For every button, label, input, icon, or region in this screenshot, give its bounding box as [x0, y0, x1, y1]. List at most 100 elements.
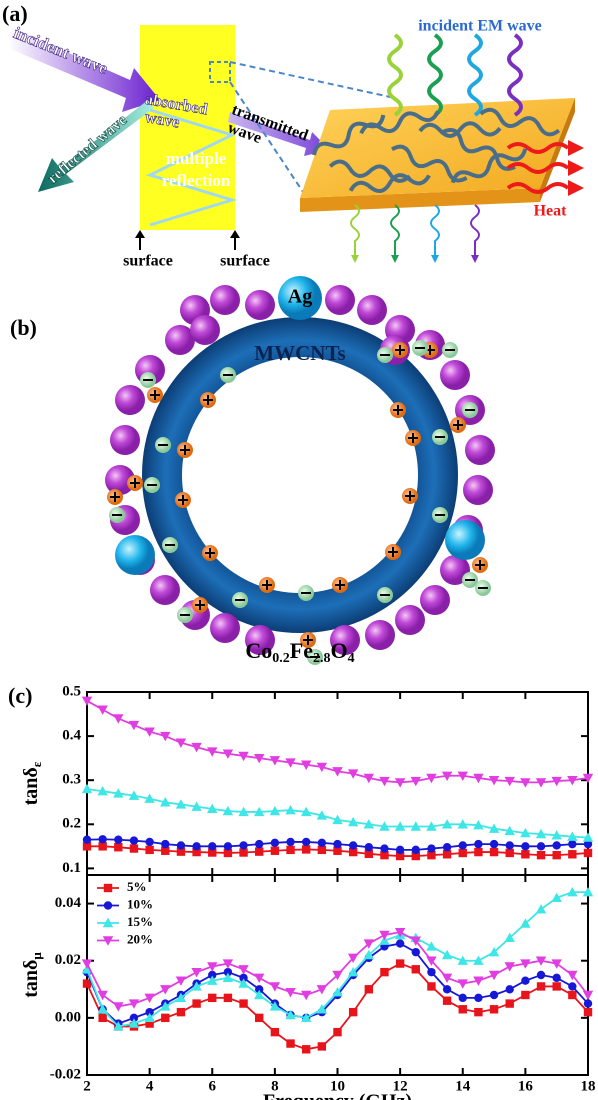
x-tick-label: 2	[83, 1078, 91, 1094]
label: incident EM wave	[418, 18, 542, 35]
arrow-head	[568, 180, 584, 196]
marker	[506, 841, 514, 849]
marker	[380, 968, 388, 976]
fe3o4-particle	[325, 285, 355, 315]
label: surface	[123, 253, 173, 270]
marker	[537, 842, 545, 850]
marker	[552, 841, 560, 849]
marker	[568, 840, 576, 848]
marker	[130, 844, 138, 852]
marker	[459, 849, 467, 857]
arrow-head	[391, 255, 399, 263]
marker	[114, 843, 122, 851]
legend-label: 15%	[127, 914, 153, 929]
marker	[286, 1039, 294, 1047]
surface-arrows	[140, 236, 235, 250]
fe3o4-particle	[420, 585, 450, 615]
marker	[191, 968, 201, 977]
marker	[537, 971, 545, 979]
marker	[474, 840, 482, 848]
formula: Co0.2Fe2.8O4	[245, 638, 354, 666]
arrow-head	[568, 160, 584, 176]
marker	[459, 994, 467, 1002]
marker	[427, 982, 435, 990]
marker	[443, 843, 451, 851]
x-tick-label: 18	[581, 1078, 596, 1094]
x-tick-label: 6	[209, 1078, 217, 1094]
marker	[506, 985, 514, 993]
marker	[160, 985, 170, 994]
y-tick-label: 0.5	[62, 683, 81, 699]
marker	[474, 1008, 482, 1016]
zoom-line	[230, 62, 395, 98]
y-tick-label: 0.00	[55, 1009, 81, 1025]
panel-label: (b)	[10, 315, 37, 340]
marker	[98, 835, 106, 843]
legend-marker	[104, 884, 112, 892]
marker	[208, 842, 216, 850]
fe3o4-particle	[210, 613, 240, 643]
marker	[161, 840, 169, 848]
marker	[521, 991, 529, 999]
panel-label: (c)	[8, 683, 32, 708]
formula-part: Fe	[290, 638, 313, 663]
marker	[521, 850, 529, 858]
marker	[536, 904, 546, 913]
fe3o4-particle	[463, 475, 493, 505]
marker	[490, 1005, 498, 1013]
marker	[349, 841, 357, 849]
fe3o4-particle	[440, 360, 470, 390]
marker	[396, 846, 404, 854]
fe3o4-particle	[115, 385, 145, 415]
marker	[443, 997, 451, 1005]
panel-label: (a)	[2, 1, 28, 26]
fe3o4-particle	[357, 295, 387, 325]
marker	[412, 948, 420, 956]
marker	[474, 848, 482, 856]
marker	[459, 1005, 467, 1013]
em-wave	[471, 205, 479, 255]
formula-part: 2.8	[313, 651, 331, 666]
legend-label: 20%	[127, 931, 153, 946]
marker	[412, 846, 420, 854]
arrow-head	[431, 255, 439, 263]
y-axis-label: tanδε	[20, 761, 44, 805]
marker	[568, 982, 576, 990]
fe3o4-particle	[245, 290, 275, 320]
ag-particle	[445, 520, 485, 560]
marker	[474, 994, 482, 1002]
marker	[192, 842, 200, 850]
fe3o4-particle	[365, 620, 395, 650]
marker	[224, 842, 232, 850]
x-tick-label: 16	[518, 1078, 534, 1094]
absorber-slab	[140, 25, 235, 230]
marker	[552, 851, 560, 859]
label: MWCNTs	[254, 341, 345, 365]
y-tick-label: -0.02	[50, 1066, 81, 1082]
marker	[271, 1028, 279, 1036]
ag-particle	[115, 535, 155, 575]
marker	[318, 1042, 326, 1050]
legend-marker	[104, 901, 112, 909]
marker	[114, 836, 122, 844]
label: Ag	[288, 286, 312, 308]
marker	[318, 839, 326, 847]
marker	[584, 1008, 592, 1016]
marker	[333, 840, 341, 848]
marker	[286, 838, 294, 846]
marker	[208, 994, 216, 1002]
y-label-main: tanδ	[20, 960, 42, 998]
arrow-head	[568, 140, 584, 156]
marker	[254, 974, 264, 983]
fe3o4-particle	[465, 435, 495, 465]
marker	[380, 844, 388, 852]
formula-part: O	[330, 638, 347, 663]
marker	[271, 839, 279, 847]
panel-b: Ag MWCNTs (b) Co0.2Fe2.8O4	[10, 276, 495, 666]
label: reflection	[162, 171, 231, 190]
marker	[490, 840, 498, 848]
marker	[427, 844, 435, 852]
marker	[490, 991, 498, 999]
label: Heat	[534, 203, 568, 220]
marker	[177, 841, 185, 849]
